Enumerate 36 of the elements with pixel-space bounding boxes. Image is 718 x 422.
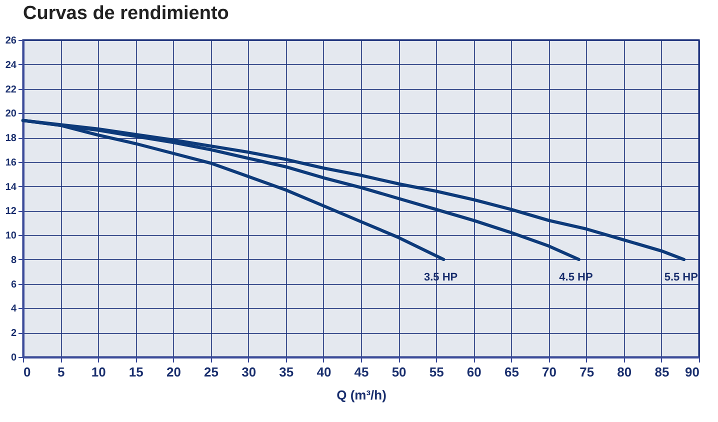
x-tick-label: 45 <box>354 364 369 380</box>
y-tick-label: 4 <box>10 304 17 315</box>
x-tick-label: 70 <box>542 364 557 380</box>
y-tick-label: 2 <box>10 328 17 340</box>
x-tick-label: 80 <box>617 364 632 380</box>
y-tick-label: 12 <box>5 206 17 218</box>
x-tick-label: 60 <box>466 364 482 380</box>
y-tick-label: 16 <box>5 157 17 168</box>
x-tick-label: 90 <box>685 364 700 380</box>
y-tick-label: 0 <box>10 352 17 364</box>
x-axis-title: Q (m³/h) <box>336 388 386 402</box>
y-tick-label: 8 <box>10 254 17 266</box>
x-tick-label: 55 <box>429 364 444 380</box>
chart-title: Curvas de rendimiento <box>23 3 229 24</box>
y-tick-label: 14 <box>5 182 17 193</box>
x-tick-label: 50 <box>392 364 406 380</box>
y-tick-label: 6 <box>10 279 17 290</box>
series-label: 5.5 HP <box>664 271 698 284</box>
x-tick-label: 15 <box>128 364 144 380</box>
y-tick-label: 10 <box>5 230 17 242</box>
y-tick-label: 18 <box>5 133 17 144</box>
x-tick-label: 20 <box>166 364 181 380</box>
x-tick-label: 65 <box>504 364 519 380</box>
x-tick-label: 0 <box>24 364 31 380</box>
x-tick-label: 30 <box>242 364 256 380</box>
y-tick-label: 22 <box>5 84 17 96</box>
x-tick-label: 25 <box>204 364 219 380</box>
x-tick-label: 5 <box>57 364 65 380</box>
y-tick-label: 24 <box>5 60 17 71</box>
y-tick-label: 20 <box>5 108 17 120</box>
y-tick-label: 26 <box>5 36 17 46</box>
x-tick-label: 10 <box>91 364 106 380</box>
x-tick-label: 75 <box>580 364 594 380</box>
x-tick-label: 40 <box>316 364 332 380</box>
x-tick-label: 35 <box>279 364 294 380</box>
x-tick-label: 85 <box>654 364 670 380</box>
